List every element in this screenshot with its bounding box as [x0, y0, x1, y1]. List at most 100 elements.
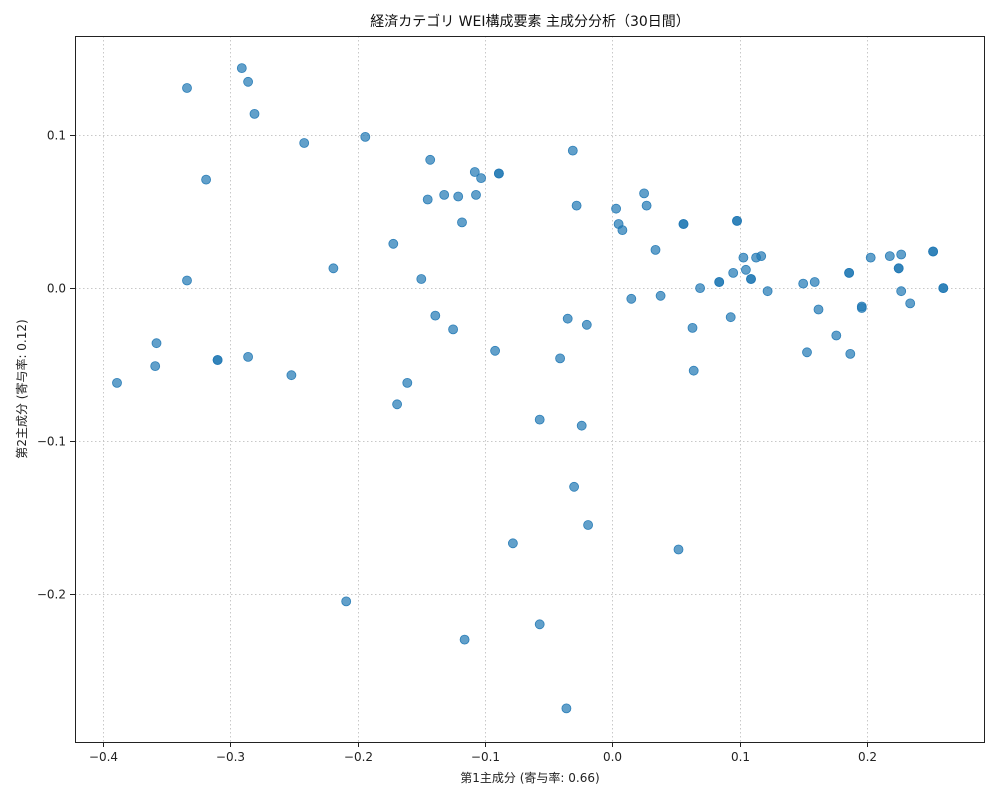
x-tick-label: 0.1: [731, 750, 750, 764]
x-tick-label: −0.1: [471, 750, 500, 764]
scatter-point: [236, 63, 247, 73]
scatter-point: [493, 168, 504, 179]
scatter-point: [687, 322, 698, 333]
scatter-point: [865, 252, 876, 263]
scatter-point: [476, 173, 487, 184]
scatter-point: [508, 538, 518, 549]
scatter-point: [688, 365, 699, 376]
scatter-point: [732, 215, 742, 226]
scatter-point: [299, 138, 310, 148]
scatter-point: [469, 167, 480, 177]
scatter-point: [569, 481, 579, 492]
chart-title: 経済カテゴリ WEI構成要素 主成分分析（30日間）: [370, 13, 690, 30]
scatter-point: [617, 225, 628, 236]
scatter-point: [490, 345, 501, 356]
scatter-point: [695, 283, 705, 294]
scatter-point: [430, 310, 441, 321]
scatter-point: [746, 274, 756, 284]
scatter-point: [150, 361, 161, 372]
scatter-point: [741, 264, 751, 275]
y-tick-label: 0.0: [47, 282, 66, 296]
scatter-point: [678, 219, 689, 229]
scatter-point: [341, 596, 352, 607]
scatter-point: [650, 244, 661, 255]
scatter-point: [402, 377, 413, 388]
y-tick-label: −0.1: [37, 435, 66, 449]
scatter-point: [422, 194, 433, 205]
axis-ticks: −0.4 −0.3 −0.2 −0.1 0.0 0.1 0.2 −0.2 −0.1 0.0 0.1: [37, 129, 877, 765]
scatter-point: [286, 370, 297, 381]
scatter-point: [243, 76, 254, 87]
x-tick-label: −0.2: [344, 750, 373, 764]
scatter-point: [893, 263, 904, 274]
scatter-point: [611, 203, 621, 214]
scatter-point: [249, 109, 260, 119]
scatter-point: [655, 290, 666, 301]
scatter-point: [798, 278, 809, 289]
scatter-point: [813, 304, 824, 315]
scatter-point: [457, 217, 467, 228]
scatter-point: [809, 277, 820, 287]
x-tick-label: −0.3: [216, 750, 245, 764]
scatter-point: [762, 286, 773, 297]
scatter-point: [641, 200, 652, 211]
scatter-point: [439, 189, 450, 200]
scatter-point: [555, 353, 565, 364]
scatter-point: [905, 298, 916, 309]
scatter-point: [534, 414, 545, 425]
scatter-point: [243, 351, 254, 362]
scatter-point: [802, 347, 812, 358]
scatter-point: [738, 252, 749, 263]
scatter-point: [626, 293, 637, 304]
scatter-points: [112, 63, 949, 714]
scatter-point: [201, 174, 212, 185]
scatter-point: [938, 283, 949, 294]
scatter-point: [459, 634, 470, 645]
scatter-point: [844, 267, 854, 278]
y-axis-label: 第2主成分 (寄与率: 0.12): [14, 319, 29, 458]
scatter-point: [845, 348, 856, 359]
scatter-point: [639, 188, 649, 199]
grid-lines: [75, 36, 984, 742]
scatter-point: [392, 399, 403, 410]
scatter-point: [673, 544, 684, 555]
scatter-point: [896, 286, 907, 297]
scatter-point: [416, 274, 427, 284]
x-tick-label: 0.0: [603, 750, 622, 764]
scatter-point: [831, 330, 842, 341]
scatter-point: [360, 131, 371, 142]
scatter-point: [896, 249, 907, 260]
plot-frame: [75, 36, 985, 743]
scatter-point: [571, 200, 582, 211]
scatter-point: [728, 267, 739, 278]
scatter-point: [567, 145, 578, 156]
y-tick-label: 0.1: [47, 129, 66, 143]
scatter-point: [212, 355, 223, 365]
scatter-point: [182, 83, 192, 93]
scatter-point: [425, 154, 436, 165]
scatter-point: [576, 420, 587, 431]
scatter-point: [751, 252, 761, 263]
scatter-point: [725, 312, 736, 323]
scatter-point: [562, 313, 573, 324]
scatter-point: [561, 703, 572, 714]
scatter-point: [448, 324, 459, 335]
scatter-point: [534, 619, 545, 630]
x-tick-label: 0.2: [858, 750, 877, 764]
scatter-point: [328, 263, 339, 274]
x-tick-label: −0.4: [89, 750, 118, 764]
scatter-point: [856, 303, 867, 313]
scatter-point: [453, 191, 464, 202]
y-tick-label: −0.2: [37, 588, 66, 602]
scatter-point: [471, 189, 481, 200]
scatter-point: [714, 277, 725, 287]
scatter-point: [583, 520, 593, 530]
scatter-point: [151, 338, 162, 349]
x-axis-label: 第1主成分 (寄与率: 0.66): [460, 770, 599, 785]
scatter-point: [928, 246, 938, 257]
scatter-point: [388, 238, 399, 249]
scatter-point: [112, 377, 122, 388]
scatter-point: [182, 275, 192, 286]
